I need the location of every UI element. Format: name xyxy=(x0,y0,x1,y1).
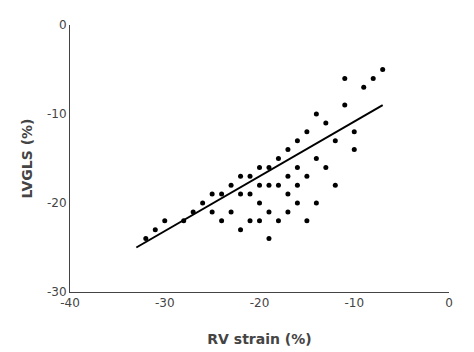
svg-text:LVGLS (%): LVGLS (%) xyxy=(19,118,35,198)
svg-text:-30: -30 xyxy=(155,296,175,310)
svg-text:-10: -10 xyxy=(47,107,67,121)
svg-text:0: 0 xyxy=(59,18,67,32)
svg-text:-30: -30 xyxy=(47,285,67,299)
svg-text:RV strain (%): RV strain (%) xyxy=(207,331,311,347)
svg-text:-10: -10 xyxy=(344,296,364,310)
svg-text:-20: -20 xyxy=(250,296,270,310)
svg-text:0: 0 xyxy=(445,296,453,310)
svg-text:-40: -40 xyxy=(60,296,80,310)
svg-text:-20: -20 xyxy=(47,196,67,210)
